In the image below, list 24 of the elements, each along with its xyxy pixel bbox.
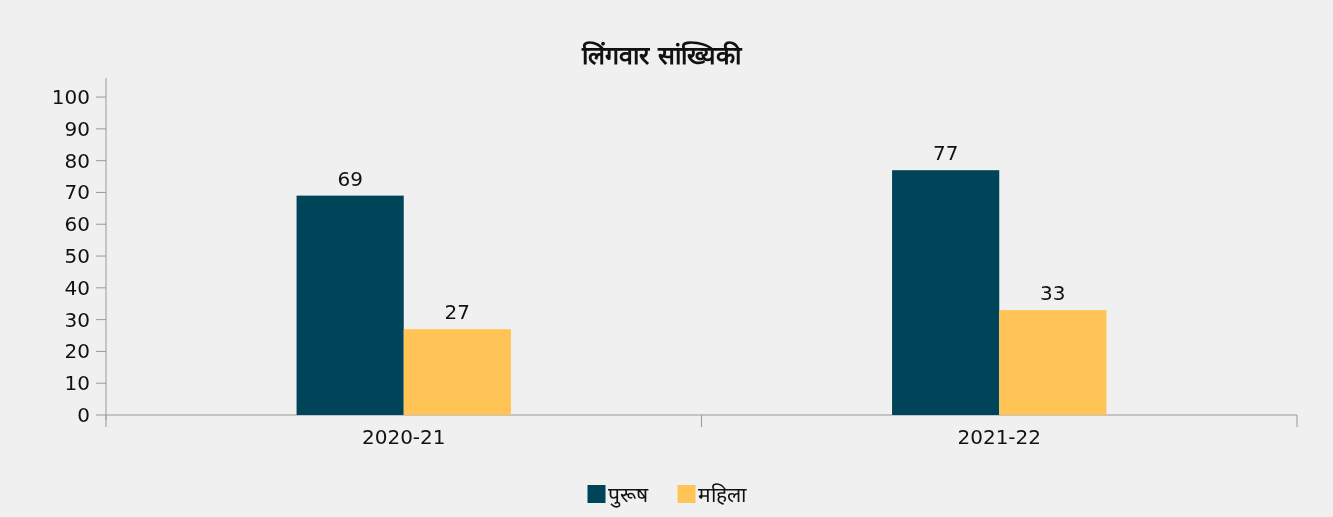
y-tick-label: 40	[64, 275, 90, 300]
legend-label: महिला	[697, 483, 747, 507]
data-label: 27	[444, 300, 471, 325]
bar	[892, 170, 1000, 415]
y-tick-label: 60	[64, 212, 90, 237]
data-label: 33	[1040, 281, 1066, 306]
x-tick-label: 2020-21	[361, 425, 446, 449]
bar	[403, 329, 511, 415]
y-tick-label: 90	[64, 116, 90, 141]
data-label: 77	[932, 141, 959, 166]
bar	[999, 310, 1107, 415]
bar	[296, 195, 404, 415]
y-tick-label: 70	[64, 180, 90, 205]
legend-label: पुरूष	[607, 483, 649, 508]
y-tick-label: 80	[64, 148, 90, 173]
y-tick-label: 50	[64, 244, 90, 269]
y-tick-label: 30	[64, 307, 90, 332]
chart-title: लिंगवार सांख्यिकी	[581, 41, 743, 70]
y-tick-label: 100	[51, 85, 90, 110]
y-tick-label: 10	[64, 371, 90, 396]
y-tick-label: 0	[77, 403, 90, 427]
y-tick-label: 20	[64, 339, 90, 364]
x-tick-label: 2021-22	[957, 425, 1042, 449]
data-label: 69	[337, 166, 363, 191]
